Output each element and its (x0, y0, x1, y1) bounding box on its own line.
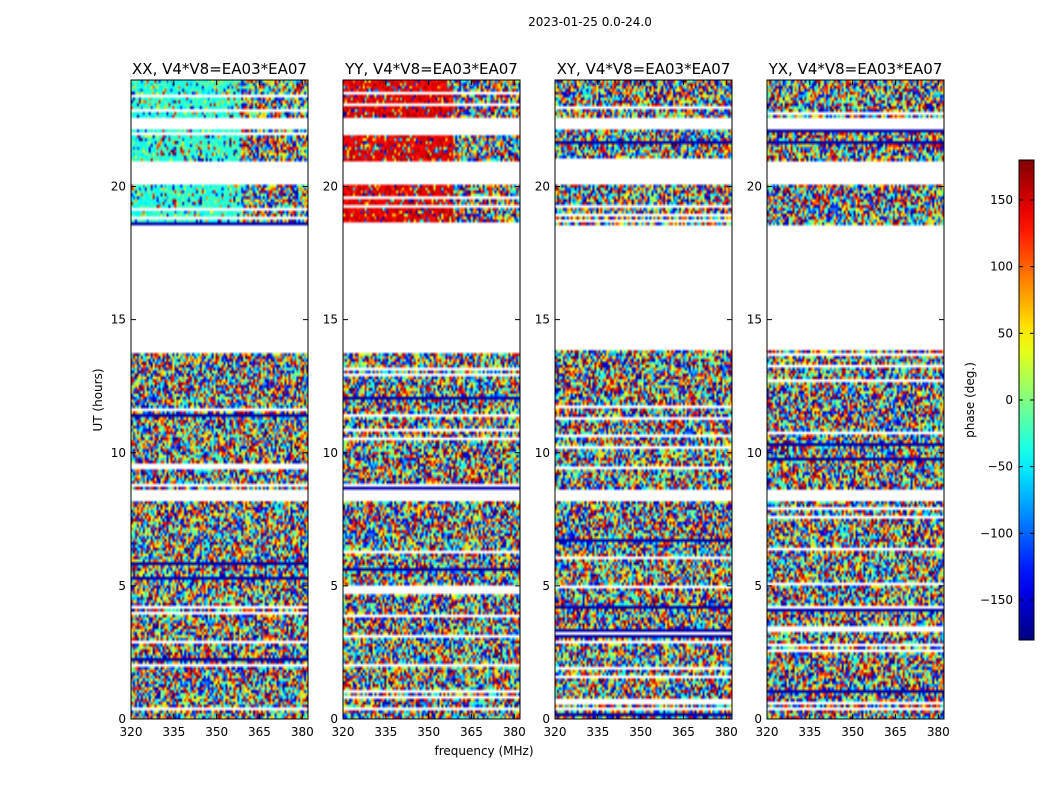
heatmap-image (131, 80, 308, 719)
axes-frame (766, 79, 945, 720)
panel-1: YY, V4*V8=EA03*EA07 320 335 350 365 380 0 5 10 15… (323, 60, 526, 739)
heatmap-image (767, 80, 944, 719)
y-tick-label: 10 (535, 446, 550, 460)
axes-frame (130, 79, 309, 720)
axes-frame (342, 79, 521, 720)
heatmap-image (555, 80, 732, 719)
x-tick-label: 365 (248, 725, 271, 739)
y-tick-label: 5 (542, 579, 550, 593)
x-axis-title: frequency (MHz) (434, 744, 533, 758)
y-tick-label: 5 (754, 579, 762, 593)
y-tick-label: 0 (754, 712, 762, 726)
colorbar-tick-label: 50 (998, 326, 1013, 340)
colorbar-tick-label: −50 (988, 460, 1013, 474)
y-tick-label: 5 (330, 579, 338, 593)
x-tick-label: 365 (672, 725, 695, 739)
panel-2: XY, V4*V8=EA03*EA07 320 335 350 365 380 0 5 10 15… (535, 60, 738, 739)
x-tick-label: 380 (715, 725, 738, 739)
y-tick-label: 0 (330, 712, 338, 726)
panel-title: XX, V4*V8=EA03*EA07 (132, 60, 307, 78)
panel-3: YX, V4*V8=EA03*EA07 320 335 350 365 380 0 5 10 15… (747, 60, 950, 739)
x-tick-label: 320 (756, 725, 779, 739)
colorbar-tick-label: −150 (980, 593, 1013, 607)
y-tick-label: 15 (747, 313, 762, 327)
y-tick-label: 15 (535, 313, 550, 327)
y-tick-label: 10 (323, 446, 338, 460)
y-tick-label: 20 (111, 180, 126, 194)
x-tick-label: 365 (884, 725, 907, 739)
x-tick-label: 320 (120, 725, 143, 739)
x-tick-label: 335 (374, 725, 397, 739)
x-tick-label: 350 (629, 725, 652, 739)
y-tick-label: 0 (542, 712, 550, 726)
y-tick-label: 20 (747, 180, 762, 194)
panels: XX, V4*V8=EA03*EA07 320 335 350 365 380 0 5 10 15… (111, 60, 950, 739)
y-tick-label: 10 (747, 446, 762, 460)
colorbar: 150 100 50 0 −50 −100 −150 phase (deg.) (963, 159, 1035, 641)
figure-title: 2023-01-25 0.0-24.0 (528, 15, 652, 29)
x-tick-label: 350 (205, 725, 228, 739)
x-tick-label: 335 (798, 725, 821, 739)
y-tick-label: 20 (323, 180, 338, 194)
colorbar-tick-label: −100 (980, 526, 1013, 540)
panel-0: XX, V4*V8=EA03*EA07 320 335 350 365 380 0 5 10 15… (111, 60, 314, 739)
y-tick-label: 20 (535, 180, 550, 194)
panel-title: YY, V4*V8=EA03*EA07 (344, 60, 518, 78)
colorbar-tick-label: 0 (1005, 393, 1013, 407)
y-tick-label: 5 (118, 579, 126, 593)
y-tick-label: 0 (118, 712, 126, 726)
x-tick-label: 350 (841, 725, 864, 739)
x-tick-label: 380 (503, 725, 526, 739)
x-tick-label: 380 (291, 725, 314, 739)
x-tick-label: 335 (586, 725, 609, 739)
colorbar-tick-label: 100 (990, 260, 1013, 274)
y-tick-label: 15 (111, 313, 126, 327)
y-tick-label: 10 (111, 446, 126, 460)
x-tick-label: 350 (417, 725, 440, 739)
x-tick-label: 380 (927, 725, 950, 739)
y-tick-label: 15 (323, 313, 338, 327)
axes-frame (554, 79, 733, 720)
x-tick-label: 335 (162, 725, 185, 739)
panel-title: XY, V4*V8=EA03*EA07 (557, 60, 731, 78)
y-axis-title: UT (hours) (91, 368, 105, 431)
x-tick-label: 320 (332, 725, 355, 739)
x-tick-label: 365 (460, 725, 483, 739)
heatmap-image (343, 80, 520, 719)
colorbar-tick-label: 150 (990, 193, 1013, 207)
colorbar-label: phase (deg.) (963, 362, 977, 438)
x-tick-label: 320 (544, 725, 567, 739)
panel-title: YX, V4*V8=EA03*EA07 (768, 60, 943, 78)
